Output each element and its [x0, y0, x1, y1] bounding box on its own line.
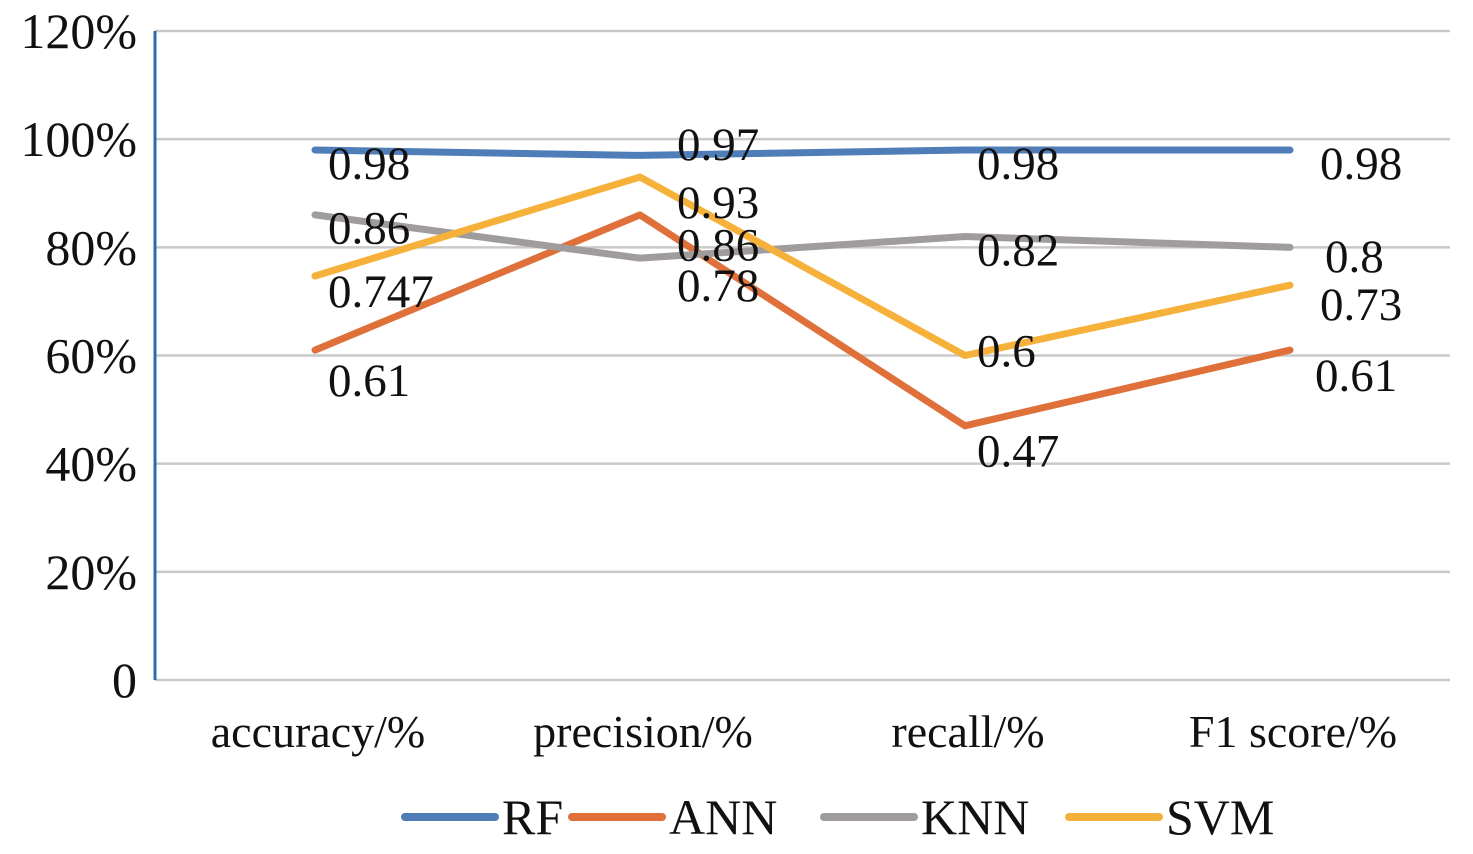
data-label-ann: 0.61: [1315, 350, 1397, 402]
legend-label: SVM: [1166, 789, 1274, 845]
data-label-knn: 0.82: [977, 224, 1059, 276]
series-line-rf: [311, 146, 1294, 159]
y-tick-label: 100%: [20, 111, 137, 167]
data-label-knn: 0.8: [1325, 231, 1384, 283]
y-tick-label: 120%: [20, 3, 137, 59]
data-label-ann: 0.86: [677, 220, 759, 272]
data-label-svm: 0.747: [328, 266, 434, 318]
data-label-ann: 0.47: [977, 426, 1059, 478]
data-label-rf: 0.98: [977, 138, 1059, 190]
data-label-ann: 0.61: [328, 355, 410, 407]
y-tick-label: 80%: [45, 219, 137, 275]
x-category-label: recall/%: [891, 706, 1044, 757]
data-label-knn: 0.78: [677, 260, 759, 312]
y-tick-label: 40%: [45, 436, 137, 492]
series-line-knn: [311, 211, 1294, 262]
data-label-knn: 0.86: [328, 203, 410, 255]
y-axis-ticks: 0 20% 40% 60% 80% 100% 120%: [20, 3, 137, 708]
legend-item-ann: ANN: [568, 789, 777, 845]
x-axis-labels: accuracy/% precision/% recall/% F1 score/%: [211, 706, 1397, 757]
legend-item-svm: SVM: [1065, 789, 1274, 845]
data-label-rf: 0.98: [1320, 138, 1402, 190]
x-category-label: F1 score/%: [1189, 706, 1397, 757]
series-lines: [311, 146, 1294, 430]
data-label-svm: 0.93: [677, 177, 759, 229]
series-line-ann: [311, 211, 1294, 430]
data-label-svm: 0.73: [1320, 279, 1402, 331]
legend-item-knn: KNN: [820, 789, 1029, 845]
legend: RF ANN KNN SVM: [401, 789, 1274, 845]
x-category-label: precision/%: [533, 706, 753, 757]
legend-label: ANN: [669, 789, 777, 845]
data-labels: 0.98 0.97 0.98 0.980.610.860.470.610.860.78…: [328, 119, 1402, 477]
series-line-svm: [311, 173, 1294, 359]
legend-label: RF: [502, 789, 563, 845]
y-tick-label: 60%: [45, 328, 137, 384]
y-tick-label: 20%: [45, 544, 137, 600]
data-label-rf: 0.98: [328, 138, 410, 190]
data-label-rf: 0.97: [677, 119, 759, 171]
legend-item-rf: RF: [401, 789, 563, 845]
x-category-label: accuracy/%: [211, 706, 426, 757]
data-label-svm: 0.6: [977, 325, 1036, 377]
legend-label: KNN: [921, 789, 1029, 845]
y-tick-label: 0: [112, 652, 137, 708]
